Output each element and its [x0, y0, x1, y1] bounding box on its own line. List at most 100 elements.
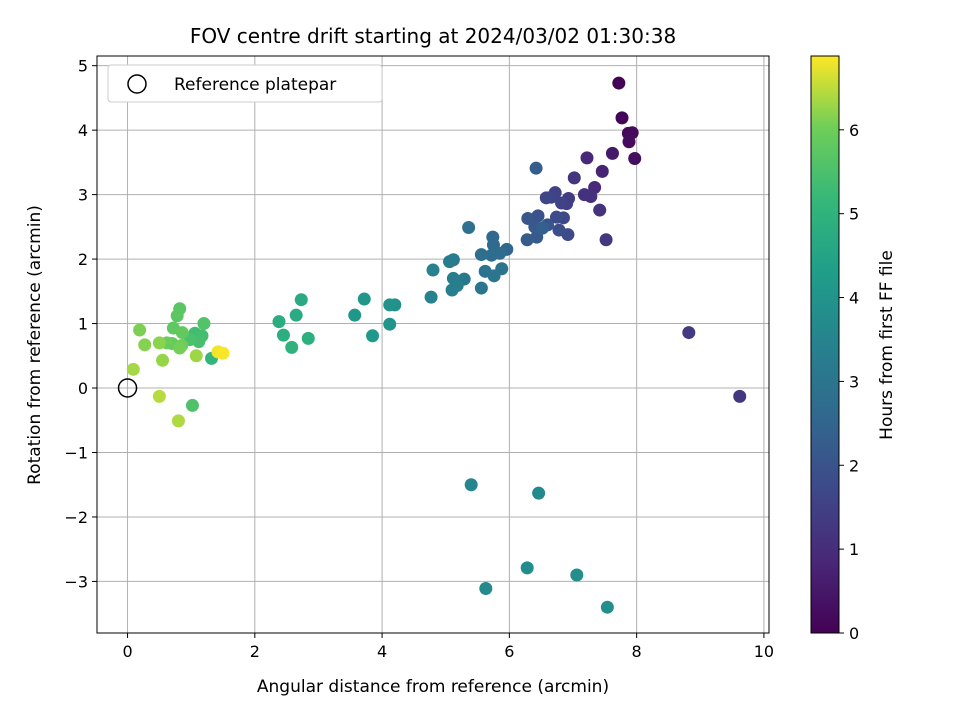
- data-point: [599, 233, 613, 247]
- data-point: [529, 161, 543, 175]
- y-tick-label: 5: [78, 57, 88, 76]
- data-point: [535, 221, 549, 235]
- data-point: [552, 223, 566, 237]
- data-point: [479, 582, 493, 596]
- y-tick-label: 1: [78, 315, 88, 334]
- data-point: [383, 317, 397, 331]
- colorbar-tick-label: 1: [849, 540, 859, 559]
- data-point: [289, 308, 303, 322]
- colorbar-tick-label: 4: [849, 289, 859, 308]
- data-point: [593, 203, 607, 217]
- x-tick-label: 0: [122, 642, 132, 661]
- x-axis-ticks: 0 2 4 6 8 10: [122, 633, 774, 661]
- legend-marker: [127, 74, 147, 94]
- reference-platepar-marker: [117, 378, 138, 398]
- data-point: [450, 279, 464, 293]
- x-tick-label: 10: [754, 642, 774, 661]
- data-point: [733, 389, 747, 403]
- colorbar-tick-label: 3: [849, 372, 859, 391]
- data-point: [175, 326, 189, 340]
- data-point: [276, 328, 290, 342]
- data-point: [126, 362, 140, 376]
- data-point: [520, 233, 534, 247]
- data-point: [605, 146, 619, 160]
- y-tick-label: 3: [78, 186, 88, 205]
- data-points: [126, 76, 747, 614]
- legend: Reference platepar: [107, 64, 383, 103]
- data-point: [532, 486, 546, 500]
- data-point: [520, 561, 534, 575]
- data-point: [612, 76, 626, 90]
- data-point: [156, 353, 170, 367]
- data-point: [170, 309, 184, 323]
- data-point: [171, 414, 185, 428]
- legend-box: [107, 64, 383, 103]
- y-axis-label: Rotation from reference (arcmin): [25, 205, 45, 485]
- data-point: [152, 336, 166, 350]
- y-tick-label: −1: [64, 443, 88, 462]
- data-point: [487, 269, 501, 283]
- colorbar-label: Hours from first FF file: [877, 250, 897, 440]
- data-point: [272, 315, 286, 329]
- data-point: [285, 340, 299, 354]
- data-point: [197, 317, 211, 331]
- colorbar-tick-label: 0: [849, 624, 859, 643]
- colorbar-tick-label: 2: [849, 456, 859, 475]
- data-point: [474, 281, 488, 295]
- data-point: [485, 248, 499, 262]
- data-point: [152, 389, 166, 403]
- data-point: [301, 331, 315, 345]
- x-tick-label: 2: [250, 642, 260, 661]
- y-tick-label: 4: [78, 121, 88, 140]
- data-point: [580, 151, 594, 165]
- data-point: [424, 290, 438, 304]
- y-tick-label: 2: [78, 250, 88, 269]
- data-point: [531, 209, 545, 223]
- data-point: [577, 188, 591, 202]
- x-tick-label: 4: [377, 642, 387, 661]
- data-point: [383, 298, 397, 312]
- data-point: [570, 568, 584, 582]
- y-tick-label: 0: [78, 379, 88, 398]
- data-point: [567, 171, 581, 185]
- plot-frame: [96, 55, 770, 634]
- data-point: [189, 349, 203, 363]
- colorbar-gradient: [810, 55, 840, 634]
- x-axis-label: Angular distance from reference (arcmin): [257, 677, 609, 697]
- x-tick-label: 8: [632, 642, 642, 661]
- data-point: [682, 326, 696, 340]
- data-point: [555, 196, 569, 210]
- data-point: [133, 323, 147, 337]
- data-point: [366, 329, 380, 343]
- data-point: [357, 292, 371, 306]
- data-point: [294, 293, 308, 307]
- chart-title: FOV centre drift starting at 2024/03/02 …: [190, 24, 676, 48]
- data-point: [628, 152, 642, 166]
- data-point: [595, 164, 609, 178]
- data-point: [462, 220, 476, 234]
- data-point: [615, 111, 629, 125]
- colorbar-tick-label: 5: [849, 205, 859, 224]
- colorbar-tick-label: 6: [849, 121, 859, 140]
- data-point: [464, 478, 478, 492]
- colorbar: 0 1 2 3 4 5 6 Hours from first FF file: [810, 55, 897, 643]
- data-point: [348, 308, 362, 322]
- data-point: [185, 398, 199, 412]
- y-tick-label: −2: [64, 508, 88, 527]
- data-point: [600, 600, 614, 614]
- colorbar-ticks: 0 1 2 3 4 5 6: [839, 121, 859, 643]
- data-point: [216, 346, 230, 360]
- data-point: [443, 255, 457, 269]
- data-point: [426, 263, 440, 277]
- data-point: [474, 248, 488, 262]
- data-point: [622, 135, 636, 149]
- data-point: [173, 341, 187, 355]
- data-point: [549, 210, 563, 224]
- y-axis-ticks: −3 −2 −1 0 1 2 3 4 5: [64, 57, 97, 591]
- data-point: [138, 338, 152, 352]
- x-tick-label: 6: [504, 642, 514, 661]
- data-point: [539, 191, 553, 205]
- legend-entry-label: Reference platepar: [174, 75, 336, 95]
- y-tick-label: −3: [64, 572, 88, 591]
